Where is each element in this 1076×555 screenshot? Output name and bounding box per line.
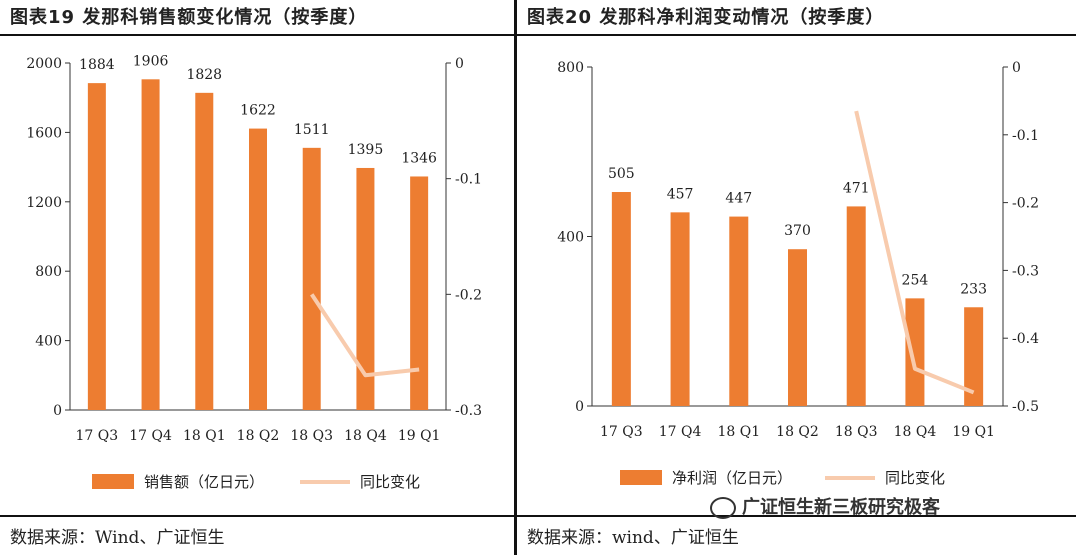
right-source-note: 数据来源：wind、广证恒生: [527, 528, 739, 548]
bar: [410, 176, 429, 410]
legend-label-line: 同比变化: [885, 469, 945, 487]
bar: [964, 307, 984, 406]
bar-value-label: 447: [725, 191, 752, 207]
bar-value-label: 1622: [240, 103, 276, 119]
x-tick-label: 19 Q1: [398, 428, 441, 444]
bar: [356, 167, 375, 410]
left-panel: 图表19 发那科销售额变化情况（按季度） 0 400 800 1200 1600 2000…: [0, 0, 514, 555]
y-tick-label-left: 2000: [26, 56, 62, 72]
y-tick-label-left: 1200: [26, 195, 62, 211]
right-panel: 图表20 发那科净利润变动情况（按季度） 0 400 800 0 -0.1 -0.2 -0.…: [517, 0, 1076, 555]
bar: [846, 206, 866, 406]
y-tick-label-left: 400: [35, 334, 62, 350]
x-tick-label: 19 Q1: [952, 424, 995, 440]
bar: [195, 92, 214, 411]
bar: [87, 83, 106, 410]
bar: [729, 216, 749, 406]
bar-value-label: 1346: [401, 150, 437, 166]
bar-value-label: 457: [667, 186, 694, 202]
y-tick-label-left: 1600: [26, 125, 62, 141]
yoy-change-line: [854, 110, 975, 395]
x-tick-label: 18 Q4: [344, 428, 387, 444]
y-tick-label-right: -0.2: [455, 287, 482, 303]
bar: [249, 128, 267, 410]
x-tick-label: 18 Q3: [835, 424, 878, 440]
y-tick-label-right: -0.4: [1012, 331, 1039, 347]
y-tick-label-left: 400: [557, 230, 584, 246]
legend-swatch-bar: [92, 474, 134, 489]
left-top-rule: [0, 34, 514, 36]
right-profit-chart: 0 400 800 0 -0.1 -0.2 -0.3 -0.4 -0.5 505 457 447 370…: [557, 60, 1039, 487]
x-tick-label: 18 Q2: [776, 424, 819, 440]
y-tick-label-right: -0.1: [455, 172, 482, 188]
right-chart-title: 图表20 发那科净利润变动情况（按季度）: [527, 7, 885, 28]
bar-value-label: 370: [784, 223, 811, 239]
bar-value-label: 233: [960, 281, 987, 297]
x-tick-label: 18 Q4: [894, 424, 937, 440]
bar-value-label: 1511: [294, 122, 330, 138]
legend-label-line: 同比变化: [360, 473, 420, 491]
bar: [611, 192, 631, 406]
x-tick-label: 18 Q3: [290, 428, 333, 444]
legend-swatch-bar: [620, 470, 662, 485]
x-tick-label: 18 Q1: [717, 424, 760, 440]
panel-divider: [514, 0, 517, 555]
right-bottom-rule: [517, 515, 1076, 517]
left-bottom-rule: [0, 515, 514, 517]
bar: [302, 147, 321, 410]
bar-value-label: 1906: [133, 53, 169, 69]
y-tick-label-right: -0.1: [1012, 128, 1039, 144]
x-tick-label: 18 Q2: [237, 428, 280, 444]
y-tick-label-left: 800: [35, 264, 62, 280]
bar: [670, 212, 690, 406]
legend-label-bar: 净利润（亿日元）: [672, 469, 792, 487]
right-top-rule: [517, 34, 1076, 36]
watermark-text: 广证恒生新三板研究极客: [742, 497, 940, 518]
x-tick-label: 17 Q4: [129, 428, 172, 444]
y-tick-label-right: 0: [455, 56, 464, 72]
left-chart-title: 图表19 发那科销售额变化情况（按季度）: [10, 7, 368, 28]
legend-label-bar: 销售额（亿日元）: [144, 473, 264, 491]
left-source-note: 数据来源：Wind、广证恒生: [10, 528, 225, 548]
bar-value-label: 1828: [186, 67, 222, 83]
y-tick-label-left: 0: [575, 399, 584, 415]
x-tick-label: 18 Q1: [183, 428, 226, 444]
left-sales-chart: 0 400 800 1200 1600 2000 0 -0.1 -0.2 -0.3 1884 1906…: [26, 53, 482, 491]
y-tick-label-left: 800: [557, 60, 584, 76]
y-tick-label-right: -0.3: [455, 403, 482, 419]
bar-value-label: 1395: [348, 142, 384, 158]
bar-value-label: 505: [608, 166, 635, 182]
bar: [905, 298, 925, 406]
y-tick-label-left: 0: [53, 403, 62, 419]
wechat-icon: [710, 497, 736, 519]
bar-value-label: 1884: [79, 57, 115, 73]
yoy-change-line: [310, 293, 420, 378]
y-tick-label-right: 0: [1012, 60, 1021, 76]
watermark: 广证恒生新三板研究极客: [710, 493, 940, 519]
bar-value-label: 254: [902, 272, 929, 288]
y-tick-label-right: -0.3: [1012, 263, 1039, 279]
x-tick-label: 17 Q3: [600, 424, 643, 440]
bar: [141, 79, 160, 411]
x-tick-label: 17 Q3: [76, 428, 119, 444]
y-tick-label-right: -0.2: [1012, 196, 1039, 212]
x-tick-label: 17 Q4: [659, 424, 702, 440]
y-tick-label-right: -0.5: [1012, 399, 1039, 415]
bar: [788, 249, 807, 406]
bar-value-label: 471: [843, 180, 870, 196]
